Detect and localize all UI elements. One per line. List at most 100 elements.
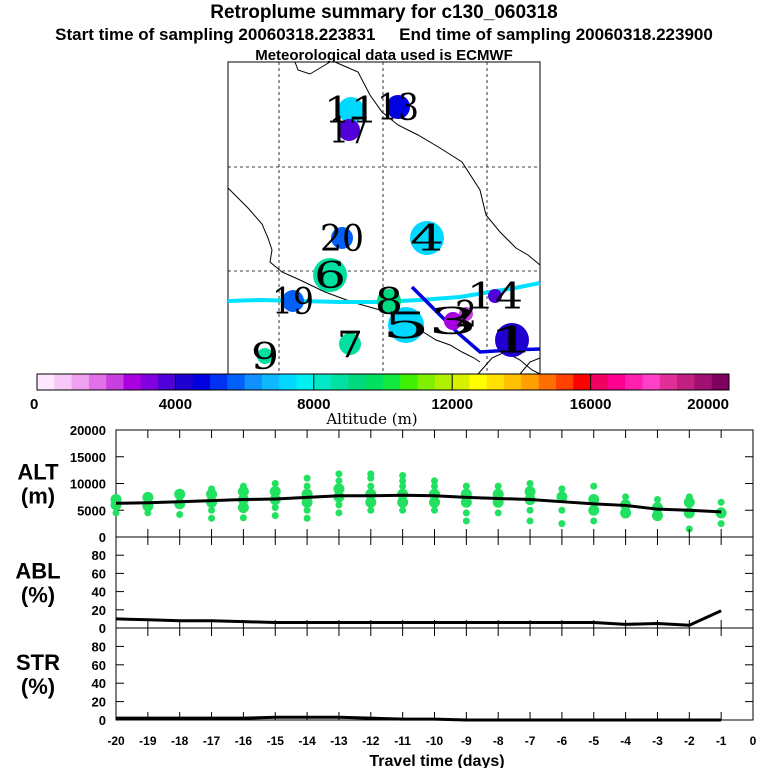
colorbar-cell bbox=[590, 374, 609, 390]
altitude-spread-point bbox=[590, 517, 598, 525]
colorbar-cell bbox=[452, 374, 470, 390]
colorbar-cell bbox=[227, 374, 246, 390]
x-tick-label: 0 bbox=[750, 734, 757, 748]
altitude-spread-point bbox=[271, 480, 279, 487]
colorbar-cell bbox=[417, 374, 436, 390]
x-tick-label: -5 bbox=[588, 734, 599, 748]
plume-points bbox=[257, 95, 529, 364]
altitude-spread-point bbox=[303, 474, 311, 482]
y-tick-label: 80 bbox=[92, 548, 106, 563]
coastline bbox=[227, 187, 481, 363]
altitude-spread-point bbox=[367, 482, 375, 490]
colorbar-tick-label: 4000 bbox=[159, 396, 192, 413]
colorbar-cell bbox=[140, 374, 159, 390]
plume-point bbox=[377, 289, 401, 313]
x-tick-label: -17 bbox=[203, 734, 221, 748]
colorbar-cell bbox=[54, 374, 73, 390]
plume-point bbox=[282, 290, 304, 312]
plume-label: 4 bbox=[410, 219, 444, 260]
altitude-spread-point bbox=[365, 496, 377, 508]
x-axis-label: Travel time (days) bbox=[369, 753, 504, 768]
colorbar-ticks: 0 4000 8000 12000 16000 20000 bbox=[30, 374, 730, 413]
colorbar-cell bbox=[37, 374, 55, 390]
altitude-spread-point bbox=[174, 498, 186, 510]
altitude-spread-point bbox=[365, 488, 377, 500]
altitude-spread-point bbox=[431, 506, 438, 514]
plume-label: 6 bbox=[314, 256, 346, 297]
colorbar-cell bbox=[711, 374, 730, 390]
altitude-spread-point bbox=[622, 493, 630, 501]
plume-label: 1 bbox=[488, 321, 536, 362]
colorbar-tick-label: 12000 bbox=[431, 396, 473, 413]
y-tick-label: 40 bbox=[92, 676, 106, 691]
altitude-spread-point bbox=[269, 486, 281, 498]
plume-point bbox=[388, 307, 424, 343]
y-axis-label: (%) bbox=[21, 674, 55, 699]
plume-point bbox=[444, 312, 462, 330]
x-tick-label: -7 bbox=[525, 734, 536, 748]
altitude-spread-point bbox=[462, 517, 470, 525]
altitude-spread-point bbox=[588, 504, 600, 516]
y-tick-label: 40 bbox=[92, 585, 106, 600]
colorbar-cell bbox=[261, 374, 280, 390]
y-axis-label: STR bbox=[16, 650, 60, 675]
sampling-time-line: Start time of sampling 20060318.223831 E… bbox=[55, 25, 713, 44]
plume-label: 14 bbox=[467, 277, 523, 318]
plume-point bbox=[410, 221, 444, 255]
x-tick-label: -3 bbox=[652, 734, 663, 748]
coastline bbox=[294, 61, 331, 75]
colorbar-cell bbox=[71, 374, 90, 390]
colorbar-cell bbox=[521, 374, 540, 390]
altitude-spread-point bbox=[653, 496, 661, 504]
altitude-spread-point bbox=[301, 496, 313, 508]
coastline bbox=[519, 357, 541, 375]
altitude-spread-point bbox=[335, 509, 343, 517]
colorbar-cell bbox=[123, 374, 142, 390]
colorbar-tick-label: 20000 bbox=[687, 396, 729, 413]
plume-label: 5 bbox=[382, 306, 430, 347]
altitude-spread-point bbox=[335, 477, 343, 485]
colorbar-cell bbox=[210, 374, 228, 390]
y-axis-label: ALT bbox=[17, 460, 59, 485]
plume-label: 19 bbox=[272, 282, 314, 323]
altitude-spread-point bbox=[431, 482, 438, 490]
plume-point bbox=[331, 227, 353, 249]
altitude-spread-point bbox=[303, 514, 311, 522]
colorbar-cell bbox=[88, 374, 107, 390]
x-tick-label: -4 bbox=[620, 734, 631, 748]
altitude-spread-point bbox=[112, 509, 120, 517]
meteorological-data-line: Meteorological data used is ECMWF bbox=[255, 47, 513, 64]
plume-label: 17 bbox=[329, 111, 369, 152]
x-axis: -20 -19 -18 -17 -16 -15 -14 -13 -12 -11 -10 -9 -8 -7-… bbox=[107, 430, 757, 748]
altitude-spread-point bbox=[685, 525, 693, 533]
colorbar-cell bbox=[175, 374, 194, 390]
y-tick-label: 80 bbox=[92, 639, 106, 654]
altitude-spread-point bbox=[558, 485, 566, 493]
altitude-spread-point bbox=[556, 491, 568, 503]
altitude-spread-point bbox=[271, 504, 279, 512]
y-tick-label: 20 bbox=[92, 603, 106, 618]
y-axis-label: (m) bbox=[21, 484, 55, 509]
colorbar-cell bbox=[607, 374, 626, 390]
altitude-spread-point bbox=[462, 482, 470, 490]
colorbar-cell bbox=[573, 374, 592, 390]
plume-label: 2 bbox=[455, 295, 477, 336]
altitude-spread-point bbox=[685, 493, 693, 501]
colorbar-label: Altitude (m) bbox=[325, 410, 417, 428]
colorbar-cell bbox=[659, 374, 678, 390]
colorbar-cell bbox=[504, 374, 522, 390]
y-tick-label: 10000 bbox=[70, 477, 106, 492]
plume-label: 3 bbox=[428, 302, 478, 343]
altitude-spread-point bbox=[335, 501, 343, 509]
colorbar-tick-label: 8000 bbox=[297, 396, 330, 413]
colorbar-cell bbox=[538, 374, 557, 390]
altitude-spread-point bbox=[399, 477, 407, 485]
alt-panel: 0 5000 10000 15000 20000 ALT(m) bbox=[17, 423, 753, 545]
plume-point bbox=[313, 258, 347, 292]
altitude-spread-point bbox=[715, 507, 727, 519]
y-tick-label: 0 bbox=[99, 621, 106, 636]
chart-title: Retroplume summary for c130_060318 bbox=[210, 2, 558, 23]
y-tick-label: 5000 bbox=[77, 503, 106, 518]
